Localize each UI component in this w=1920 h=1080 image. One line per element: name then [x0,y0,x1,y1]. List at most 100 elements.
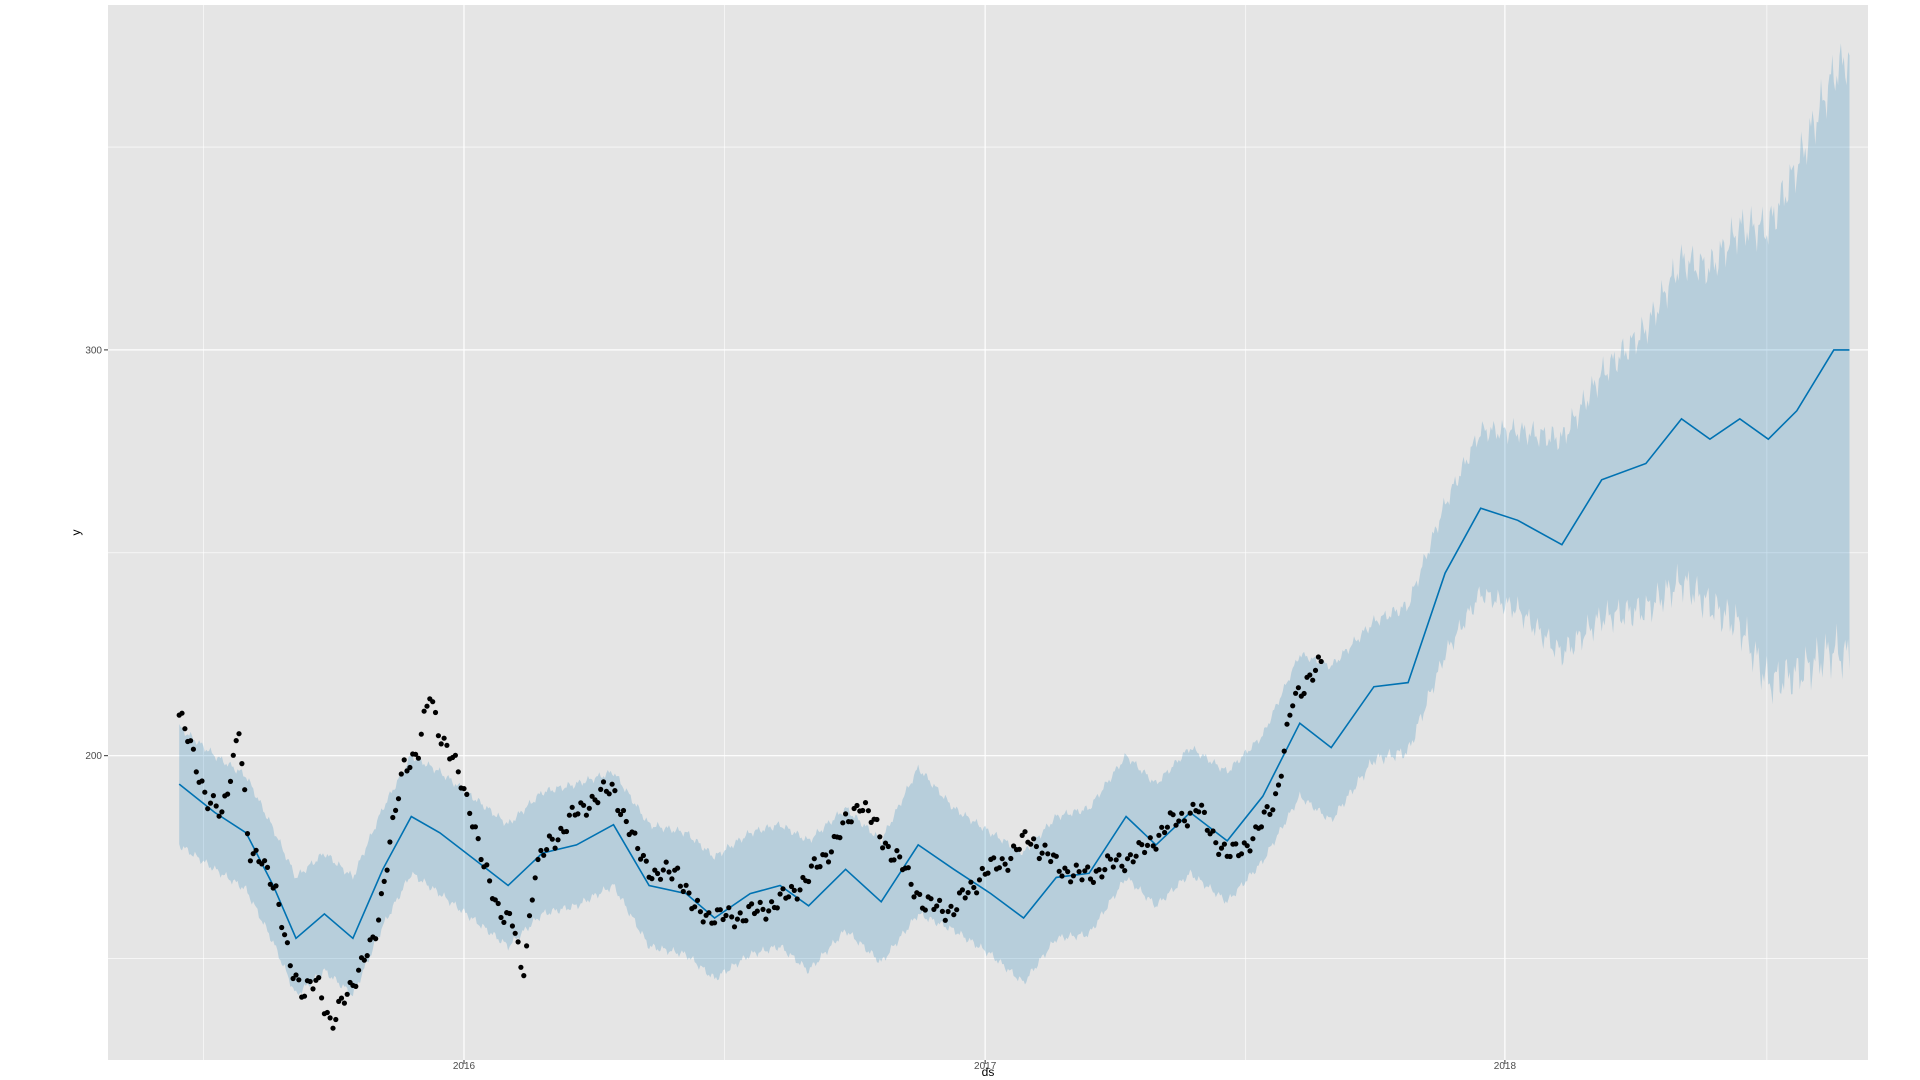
observation-point [444,742,450,748]
observation-point [797,887,803,893]
observation-point [894,848,900,854]
observation-point [338,995,345,1001]
observation-point [538,847,544,854]
observation-point [1119,863,1125,869]
observation-point [381,878,387,885]
observation-point [598,786,604,793]
observation-point [566,812,573,818]
observation-point [575,811,581,817]
observation-point [760,906,766,913]
observation-point [401,757,407,763]
observation-point [620,807,627,814]
observation-point [290,975,296,982]
observation-point [418,731,424,737]
observation-point [415,755,421,761]
observation-point [518,964,524,970]
observation-point [393,807,399,814]
observation-point [666,869,672,875]
observation-point [225,791,231,797]
observation-point [1045,851,1051,857]
observation-point [1204,827,1210,833]
observation-point [999,856,1005,862]
observation-point [774,905,780,911]
observation-point [737,910,743,916]
observation-point [319,995,325,1001]
observation-point [390,814,396,821]
observation-point [344,991,350,997]
observation-point [874,816,880,823]
observation-point [441,735,447,741]
observation-point [1110,864,1116,870]
observation-point [1307,672,1313,678]
x-tick-label: 2016 [453,1061,476,1072]
observation-point [731,924,738,930]
observation-point [293,972,299,978]
observation-point [276,901,282,908]
observation-point [806,878,812,885]
observation-point [244,831,251,837]
observation-point [660,867,666,873]
observation-point [788,883,795,890]
observation-point [1312,667,1319,674]
observation-point [1065,869,1071,875]
observation-point [618,811,624,818]
observation-point [1113,857,1119,863]
observation-point [558,825,564,832]
observation-point [264,864,271,871]
observation-point [595,800,601,806]
observation-point [356,967,362,973]
observation-point [860,807,866,814]
observation-point [937,897,943,904]
y-tick-label: 300 [85,345,102,356]
observation-point [1090,879,1096,886]
y-axis-title: y [69,530,83,536]
observation-point [210,793,216,799]
observation-point [954,907,960,913]
observation-point [535,856,541,863]
observation-point [498,914,504,921]
observation-point [780,886,786,892]
observation-point [262,858,268,864]
observation-point [353,983,359,990]
observation-point [686,890,692,896]
observation-point [971,884,977,891]
observation-point [1159,824,1165,830]
observation-point [897,854,903,860]
observation-point [233,738,239,744]
observation-point [1181,818,1188,824]
observation-point [862,800,869,806]
observation-point [1264,804,1270,810]
observation-point [376,917,382,923]
observation-point [968,879,974,885]
observation-point [452,752,458,758]
observation-point [1124,856,1131,862]
observation-point [811,856,817,862]
observation-point [1187,810,1193,816]
observation-point [663,859,669,865]
observation-point [589,793,595,799]
observation-point [507,910,513,917]
observation-point [581,802,587,808]
observation-point [854,802,860,809]
observation-point [1048,858,1054,865]
observation-point [512,930,518,936]
observation-point [190,746,196,752]
observation-point [734,916,741,922]
observation-point [612,788,618,794]
observation-point [515,939,521,945]
x-tick-label: 2018 [1494,1061,1517,1072]
observation-point [407,764,413,771]
observation-point [1144,842,1151,849]
observation-point [193,769,199,775]
observation-point [848,819,854,825]
observation-point [549,836,555,842]
observation-point [1087,876,1094,882]
observation-point [307,978,313,985]
observation-point [1156,832,1162,838]
observation-point [828,849,835,855]
observation-point [373,936,379,942]
observation-point [965,890,971,896]
observation-point [207,800,214,806]
observation-point [1170,812,1176,818]
observation-point [544,847,550,853]
